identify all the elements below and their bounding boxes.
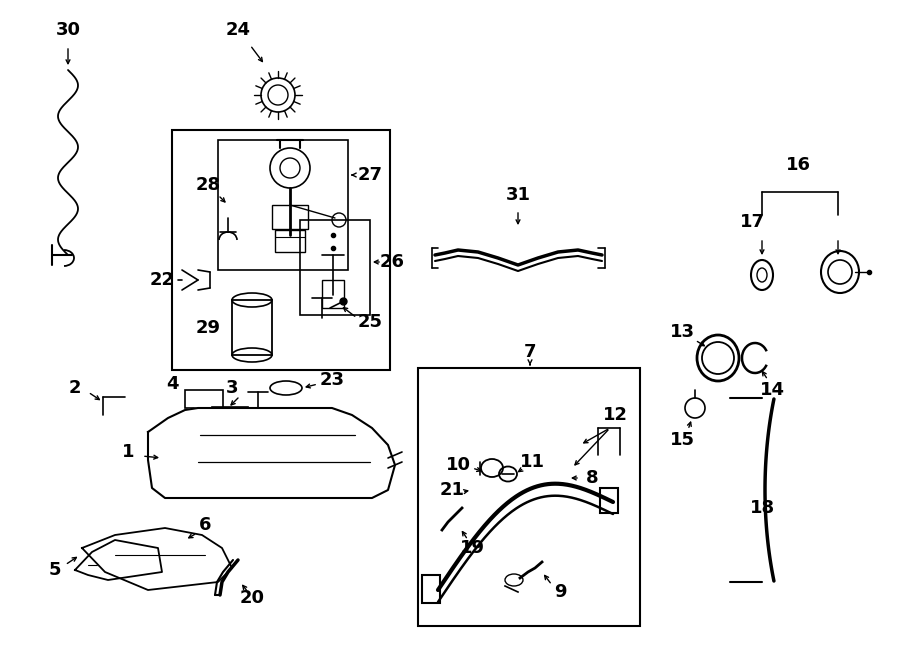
Text: 29: 29	[195, 319, 220, 337]
Text: 11: 11	[519, 453, 544, 471]
Polygon shape	[82, 528, 232, 590]
Text: 16: 16	[786, 156, 811, 174]
Text: 13: 13	[670, 323, 695, 341]
Text: 18: 18	[750, 499, 775, 517]
Bar	[232, 300, 272, 355]
Text: 30: 30	[56, 21, 80, 39]
Text: 25: 25	[357, 313, 382, 331]
Text: 5: 5	[49, 561, 61, 579]
Text: 1: 1	[122, 443, 134, 461]
Text: 19: 19	[460, 539, 484, 557]
Text: 2: 2	[68, 379, 81, 397]
Bar	[272, 205, 308, 229]
Text: 17: 17	[740, 213, 764, 231]
Text: 12: 12	[602, 406, 627, 424]
Text: 31: 31	[506, 186, 530, 204]
Text: 28: 28	[195, 176, 220, 194]
Text: 4: 4	[166, 375, 178, 393]
Text: 10: 10	[446, 456, 471, 474]
Bar	[422, 575, 440, 603]
Bar	[212, 407, 248, 425]
Bar	[322, 280, 344, 308]
Bar	[172, 130, 390, 370]
Text: 14: 14	[760, 381, 785, 399]
Text: 23: 23	[320, 371, 345, 389]
Polygon shape	[75, 540, 162, 580]
Bar	[600, 488, 618, 513]
Text: 8: 8	[586, 469, 598, 487]
Text: 15: 15	[670, 431, 695, 449]
Bar	[218, 140, 348, 270]
Bar	[300, 220, 370, 315]
Text: 6: 6	[199, 516, 212, 534]
Text: 21: 21	[439, 481, 464, 499]
Text: 7: 7	[524, 343, 536, 361]
Text: 27: 27	[357, 166, 382, 184]
Text: 20: 20	[239, 589, 265, 607]
Bar	[185, 390, 223, 408]
Bar	[275, 230, 305, 252]
Polygon shape	[148, 408, 395, 498]
Text: 9: 9	[554, 583, 566, 601]
Text: 3: 3	[226, 379, 239, 397]
Text: 22: 22	[149, 271, 175, 289]
Text: 26: 26	[380, 253, 404, 271]
Text: 24: 24	[226, 21, 250, 39]
Bar	[418, 368, 640, 626]
